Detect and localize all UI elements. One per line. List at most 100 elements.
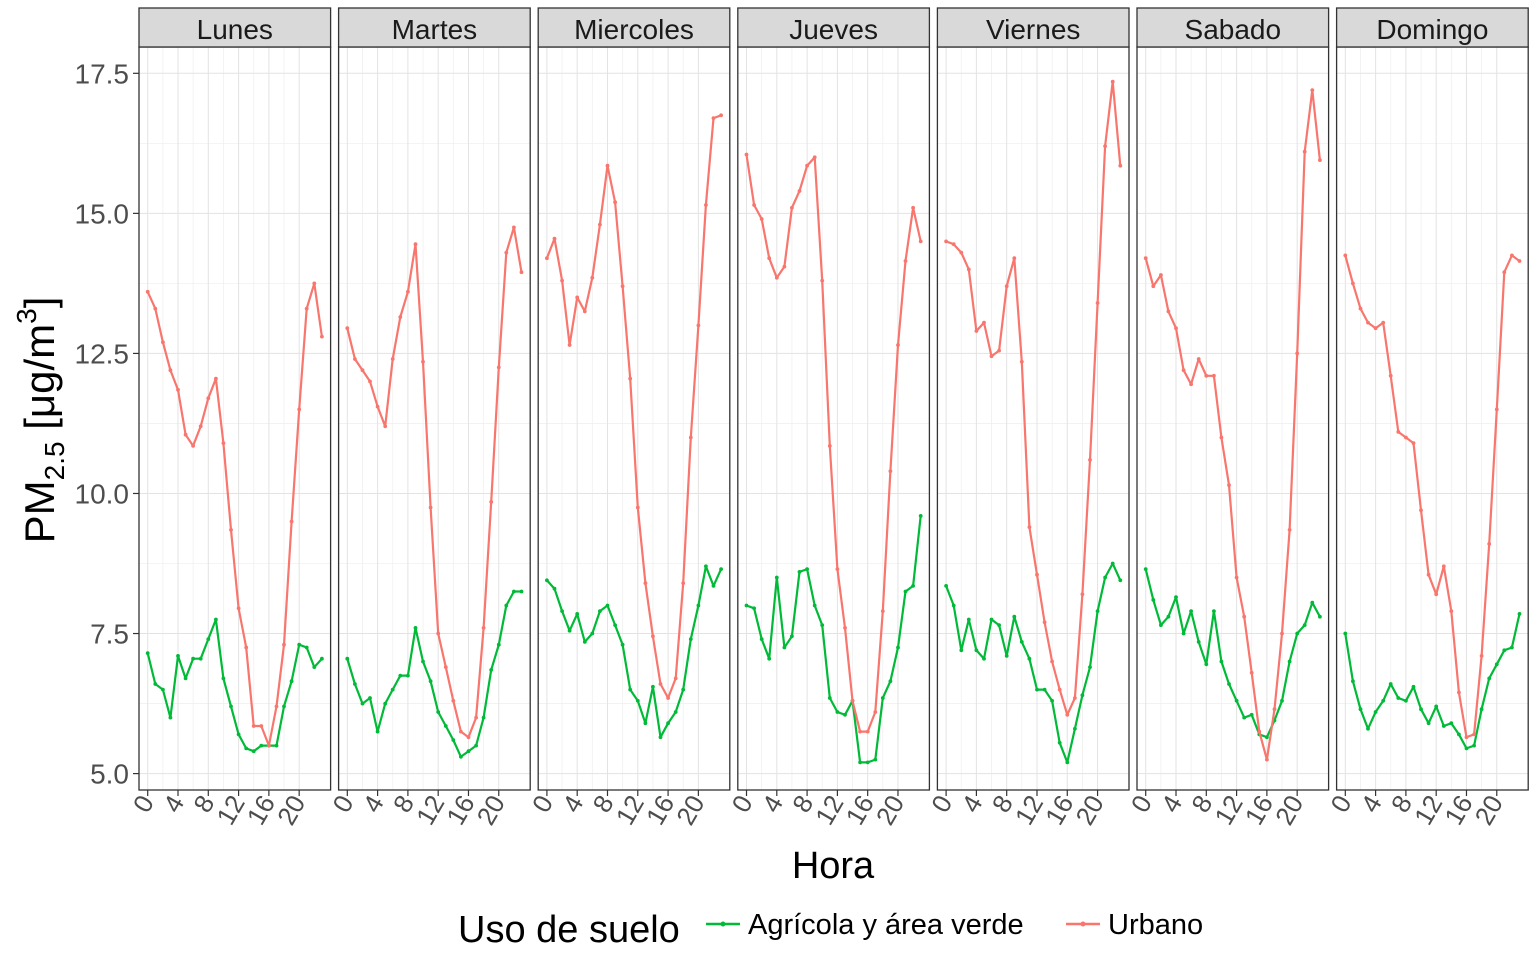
data-point-agricola	[398, 673, 403, 678]
data-point-urbano	[805, 163, 809, 168]
data-point-agricola	[489, 668, 494, 672]
series-line-urbano	[1144, 88, 1321, 761]
data-point-urbano	[1196, 357, 1201, 361]
data-point-urbano	[974, 329, 979, 333]
data-point-agricola	[635, 698, 640, 703]
facet-strip	[936, 7, 1130, 48]
data-point-agricola	[989, 617, 994, 622]
data-point-agricola	[206, 637, 211, 641]
legend-label-agricola: Agrícola y área verde	[748, 909, 1024, 941]
data-point-urbano	[790, 205, 794, 210]
data-point-agricola	[865, 760, 870, 765]
x-axis-title: Hora	[792, 845, 875, 887]
data-point-urbano	[244, 645, 249, 650]
legend-key-point-agricola	[720, 921, 726, 927]
data-point-urbano	[368, 379, 372, 384]
facet-title: Lunes	[197, 14, 273, 45]
data-point-urbano	[1242, 614, 1247, 619]
data-point-urbano	[1257, 729, 1262, 734]
data-point-urbano	[345, 326, 350, 331]
data-point-agricola	[575, 612, 580, 616]
data-point-urbano	[1234, 575, 1239, 580]
data-point-agricola	[320, 656, 324, 661]
data-point-agricola	[1366, 726, 1370, 731]
data-point-urbano	[1219, 435, 1224, 440]
data-point-agricola	[191, 656, 196, 661]
panel-background	[1137, 47, 1329, 790]
data-point-urbano	[1457, 690, 1461, 695]
series-line-urbano	[146, 282, 323, 747]
data-point-agricola	[545, 578, 549, 583]
data-point-urbano	[1159, 273, 1163, 277]
data-point-agricola	[360, 701, 365, 706]
data-point-agricola	[481, 715, 486, 720]
data-point-urbano	[911, 205, 915, 210]
data-point-agricola	[353, 682, 357, 686]
data-point-agricola	[312, 665, 317, 669]
data-point-agricola	[1027, 656, 1032, 661]
data-point-urbano	[590, 275, 595, 280]
data-point-agricola	[421, 659, 425, 664]
data-point-urbano	[504, 250, 509, 255]
data-point-agricola	[1151, 598, 1156, 602]
data-point-urbano	[605, 163, 610, 168]
series-line-agricola	[546, 565, 723, 739]
series-line-agricola	[146, 618, 323, 753]
data-point-agricola	[519, 589, 524, 594]
data-point-urbano	[1487, 542, 1492, 546]
data-point-agricola	[1280, 698, 1284, 703]
data-point-agricola	[504, 603, 509, 608]
data-point-agricola	[183, 676, 188, 681]
data-point-agricola	[1411, 684, 1416, 689]
data-point-urbano	[320, 334, 324, 339]
data-point-agricola	[888, 679, 893, 684]
data-point-agricola	[368, 696, 372, 700]
data-point-urbano	[512, 225, 516, 230]
data-point-agricola	[911, 584, 915, 588]
data-point-agricola	[259, 743, 264, 748]
data-point-agricola	[797, 570, 802, 574]
data-point-urbano	[1419, 508, 1423, 513]
data-point-urbano	[436, 631, 441, 636]
data-point-agricola	[345, 656, 350, 661]
data-point-urbano	[1035, 572, 1039, 577]
data-point-agricola	[774, 575, 779, 580]
data-point-urbano	[951, 242, 956, 247]
data-point-urbano	[744, 152, 749, 157]
data-point-urbano	[1065, 712, 1070, 717]
data-point-agricola	[1487, 676, 1492, 681]
data-point-urbano	[1351, 281, 1355, 286]
data-point-agricola	[628, 687, 633, 692]
data-point-urbano	[888, 469, 893, 473]
data-point-agricola	[1143, 567, 1148, 571]
data-point-urbano	[582, 309, 587, 314]
data-point-agricola	[1249, 712, 1254, 717]
facet-strip	[537, 7, 731, 48]
facet-title: Sabado	[1185, 14, 1282, 45]
data-point-urbano	[1318, 158, 1322, 163]
data-point-urbano	[628, 376, 633, 381]
data-point-agricola	[1019, 640, 1024, 644]
legend-item-urbano: Urbano	[1066, 909, 1203, 941]
data-point-agricola	[782, 645, 787, 650]
legend-item-agricola: Agrícola y área verde	[706, 909, 1024, 941]
data-point-urbano	[812, 155, 817, 160]
data-point-urbano	[282, 642, 286, 647]
data-point-urbano	[289, 519, 294, 524]
data-point-urbano	[681, 581, 686, 585]
data-point-agricola	[1181, 631, 1186, 636]
legend-label-urbano: Urbano	[1108, 909, 1203, 941]
data-point-urbano	[443, 665, 448, 669]
data-point-urbano	[1272, 707, 1277, 712]
data-point-agricola	[843, 712, 847, 717]
data-point-urbano	[176, 387, 180, 392]
data-point-agricola	[198, 656, 203, 661]
data-point-agricola	[1219, 659, 1224, 664]
data-point-urbano	[1381, 320, 1386, 325]
data-point-agricola	[903, 589, 908, 594]
data-point-agricola	[1295, 631, 1300, 636]
data-point-urbano	[782, 264, 787, 269]
facet-strip	[337, 7, 531, 48]
data-point-urbano	[598, 222, 602, 227]
